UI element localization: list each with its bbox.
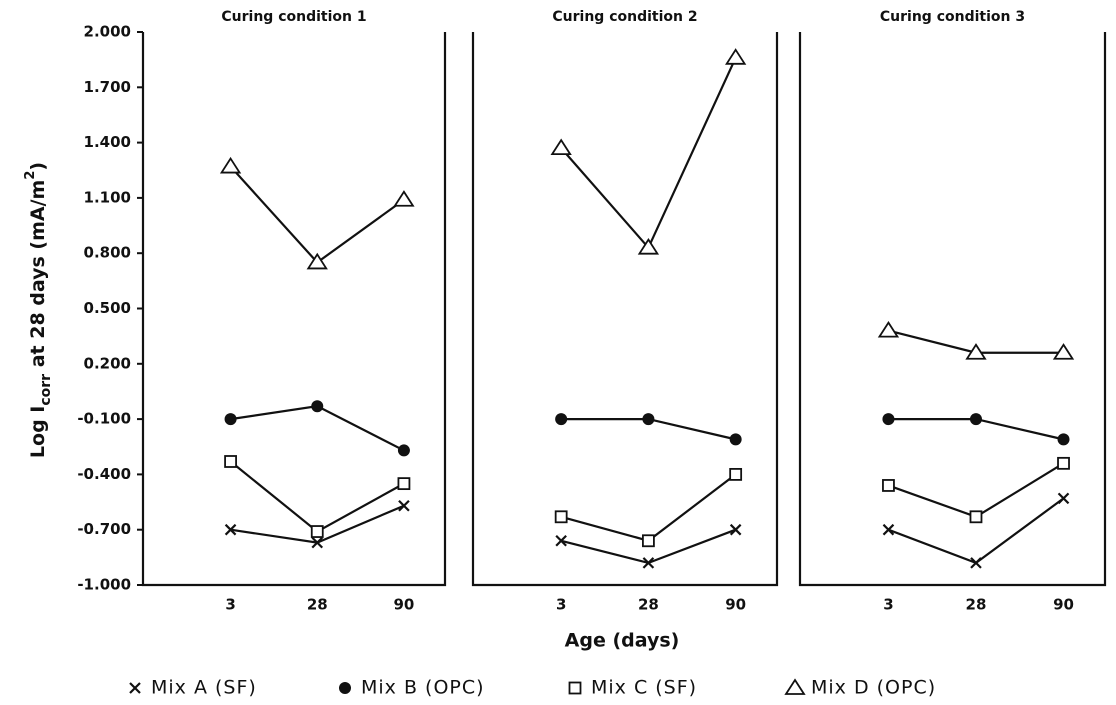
marker-triangle <box>877 320 900 338</box>
panel-title: Curing condition 1 <box>221 9 366 25</box>
legend-item: Mix B (OPC) <box>339 677 485 699</box>
marker-x <box>729 523 742 536</box>
x-tick-label: 90 <box>725 596 746 614</box>
marker-stroke <box>311 536 324 549</box>
y-tick-label: 0.800 <box>84 244 131 262</box>
y-tick-label: -0.700 <box>77 520 131 538</box>
y-axis-label-part: ) <box>27 162 49 171</box>
y-tick-label: 1.400 <box>84 133 131 151</box>
legend-item: Mix C (SF) <box>568 677 697 699</box>
y-tick-label: 2.000 <box>84 23 131 41</box>
series-line <box>560 473 737 542</box>
series-line <box>560 57 737 250</box>
marker-stroke <box>1057 492 1070 505</box>
legend-label: Mix A (SF) <box>151 677 257 699</box>
legend-marker <box>129 682 141 694</box>
legend-marker <box>568 681 582 695</box>
marker-square <box>224 455 237 468</box>
y-tick-label: 0.500 <box>84 299 131 317</box>
marker-square <box>729 467 743 481</box>
legend-item: Mix D (OPC) <box>784 677 936 699</box>
marker-triangle <box>725 48 747 65</box>
marker-x <box>642 557 655 569</box>
x-tick-label: 3 <box>225 596 235 614</box>
legend-item: Mix A (SF) <box>129 677 257 699</box>
y-axis-label-part: Log I <box>27 406 49 458</box>
marker-x <box>224 523 237 536</box>
x-tick-label: 3 <box>556 596 566 614</box>
x-tick-label: 28 <box>307 596 328 614</box>
marker-triangle <box>965 343 987 360</box>
series-line <box>888 497 1065 565</box>
series-line <box>888 462 1065 519</box>
marker-square <box>882 479 895 492</box>
marker-circle <box>397 444 410 457</box>
marker-stroke <box>970 557 982 569</box>
marker-stroke <box>555 534 567 547</box>
marker-x <box>555 534 567 547</box>
marker-square <box>397 477 411 491</box>
y-tick-label: 1.100 <box>84 188 131 206</box>
marker-circle <box>882 413 895 426</box>
marker-stroke <box>882 523 895 536</box>
x-tick-label: 28 <box>638 596 659 614</box>
legend-marker <box>339 682 351 694</box>
marker-triangle <box>219 156 242 174</box>
x-axis-label: Age (days) <box>565 630 680 652</box>
marker-x <box>311 536 324 549</box>
y-axis-label-part: at 28 days (mA/m <box>27 180 49 374</box>
y-axis-label: Log Icorr at 28 days (mA/m2) <box>23 162 54 458</box>
marker-triangle <box>306 252 328 270</box>
x-tick-label: 28 <box>966 596 987 614</box>
marker-triangle <box>1052 343 1075 360</box>
marker-stroke <box>729 523 742 536</box>
marker-stroke <box>642 557 655 569</box>
marker-square <box>310 525 324 538</box>
y-tick-label: -1.000 <box>77 576 131 594</box>
series-line <box>230 405 405 452</box>
x-tick-label: 3 <box>883 596 893 614</box>
marker-circle <box>642 413 655 426</box>
y-tick-label: -0.400 <box>77 465 131 483</box>
legend-marker <box>784 678 806 695</box>
marker-triangle <box>637 238 660 255</box>
marker-circle <box>1057 433 1070 446</box>
panel-frame <box>798 32 1107 587</box>
panel-frame <box>471 32 779 587</box>
marker-circle <box>224 413 237 426</box>
panel-title: Curing condition 3 <box>880 9 1025 25</box>
marker-stroke <box>398 499 410 512</box>
marker-stroke <box>224 523 237 536</box>
marker-triangle <box>550 138 572 156</box>
series-line <box>229 460 405 533</box>
legend-label: Mix C (SF) <box>591 677 697 699</box>
legend-label: Mix B (OPC) <box>361 677 485 699</box>
marker-circle <box>969 413 982 426</box>
marker-square <box>554 510 568 524</box>
marker-circle <box>555 413 568 426</box>
marker-x <box>1057 492 1070 505</box>
marker-square <box>1057 456 1070 470</box>
marker-triangle <box>393 190 415 207</box>
marker-x <box>970 557 982 569</box>
marker-square <box>642 534 655 548</box>
x-tick-label: 90 <box>1053 596 1074 614</box>
marker-x <box>882 523 895 536</box>
marker-x <box>398 499 410 512</box>
panel-title: Curing condition 2 <box>552 9 697 25</box>
x-tick-label: 90 <box>393 596 414 614</box>
y-axis-label-part: 2 <box>23 171 38 180</box>
marker-square <box>969 510 983 524</box>
series-line <box>229 165 405 264</box>
marker-circle <box>311 400 324 413</box>
y-tick-label: 1.700 <box>84 78 131 96</box>
legend-label: Mix D (OPC) <box>811 677 936 699</box>
y-axis-label-part: corr <box>38 374 54 406</box>
y-tick-label: 0.200 <box>84 354 131 372</box>
y-tick-label: -0.100 <box>77 410 131 428</box>
marker-circle <box>729 433 742 446</box>
